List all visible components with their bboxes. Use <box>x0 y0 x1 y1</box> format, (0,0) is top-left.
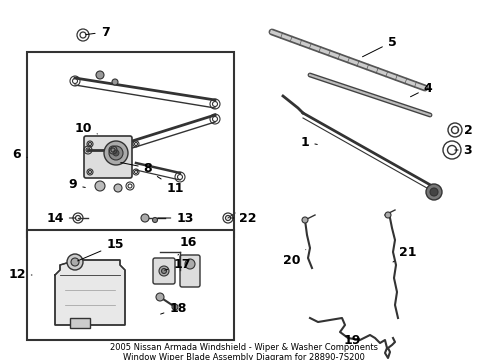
Bar <box>70 318 90 328</box>
Text: 13: 13 <box>158 211 193 225</box>
Circle shape <box>95 181 105 191</box>
Bar <box>27 230 234 340</box>
Bar <box>27 52 234 237</box>
Circle shape <box>113 150 119 156</box>
Text: 3: 3 <box>454 144 471 157</box>
FancyBboxPatch shape <box>180 255 200 287</box>
Text: 7: 7 <box>85 26 109 39</box>
Text: 22: 22 <box>230 211 256 225</box>
Circle shape <box>96 71 104 79</box>
Text: 14: 14 <box>46 211 75 225</box>
FancyBboxPatch shape <box>153 258 175 284</box>
Text: 10: 10 <box>74 122 97 135</box>
Circle shape <box>302 217 307 223</box>
Text: 2: 2 <box>457 123 471 136</box>
Text: 4: 4 <box>409 81 431 97</box>
Text: 20: 20 <box>283 250 305 266</box>
Text: 5: 5 <box>362 36 396 57</box>
Circle shape <box>156 293 163 301</box>
Text: 21: 21 <box>392 246 416 262</box>
Circle shape <box>161 269 166 274</box>
Circle shape <box>152 217 157 222</box>
Circle shape <box>114 184 122 192</box>
Text: 18: 18 <box>160 302 186 315</box>
Circle shape <box>159 266 169 276</box>
Text: 6: 6 <box>13 148 27 162</box>
Circle shape <box>104 141 128 165</box>
Circle shape <box>172 304 178 310</box>
Circle shape <box>71 258 79 266</box>
Circle shape <box>184 259 195 269</box>
Text: 12: 12 <box>8 269 32 282</box>
Text: 1: 1 <box>300 135 317 148</box>
Text: 17: 17 <box>164 258 190 271</box>
Text: 2005 Nissan Armada Windshield - Wiper & Washer Components: 2005 Nissan Armada Windshield - Wiper & … <box>110 342 377 351</box>
Circle shape <box>112 79 118 85</box>
Circle shape <box>384 212 390 218</box>
Text: 9: 9 <box>68 179 85 192</box>
FancyBboxPatch shape <box>84 136 132 178</box>
Circle shape <box>141 214 149 222</box>
Text: 11: 11 <box>157 176 183 194</box>
Text: 15: 15 <box>78 238 123 261</box>
Text: 8: 8 <box>121 162 152 175</box>
Text: 19: 19 <box>343 333 360 346</box>
Polygon shape <box>55 260 125 325</box>
Circle shape <box>67 254 83 270</box>
Circle shape <box>429 188 437 196</box>
Text: Window Wiper Blade Assembly Diagram for 28890-7S200: Window Wiper Blade Assembly Diagram for … <box>123 352 364 360</box>
Text: 16: 16 <box>178 237 196 255</box>
Circle shape <box>425 184 441 200</box>
Circle shape <box>109 146 123 160</box>
